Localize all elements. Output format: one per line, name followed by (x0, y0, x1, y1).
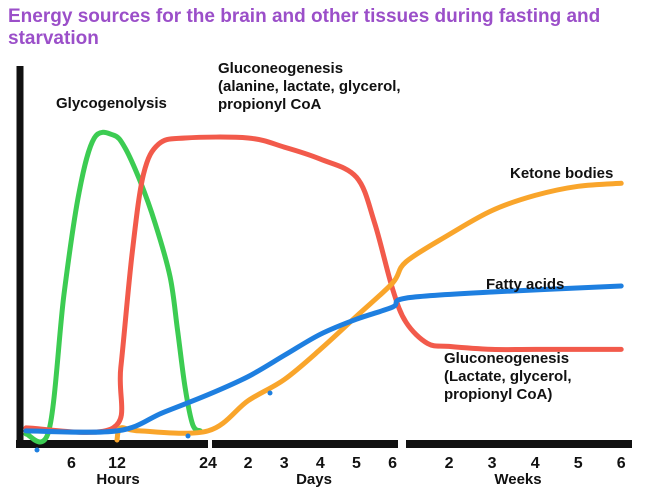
tick-label-days-3: 3 (280, 455, 289, 472)
tick-label-weeks-6: 6 (617, 455, 626, 472)
tick-label-days-5: 5 (352, 455, 361, 472)
series-line-glycogenolysis (23, 129, 203, 445)
tick-label-hours-12: 12 (108, 455, 126, 472)
axes-layer: 6 12 24 Hours 2 3 4 5 6 Days 2 3 4 5 6 Weeks (16, 66, 632, 488)
annotation-gluco2-line-3: propionyl CoA) (444, 386, 552, 403)
annotation-ketone-line-1: Ketone bodies (510, 165, 613, 182)
series-line-ketone-bodies (114, 180, 624, 443)
tick-label-hours-24: 24 (199, 455, 217, 472)
annotation-fatty-line-1: Fatty acids (486, 276, 564, 293)
marker-dot-fatty-acids-2 (185, 433, 191, 439)
tick-label-days-4: 4 (316, 455, 325, 472)
marker-dot-fatty-acids-1 (34, 447, 40, 453)
series-line-fatty-acids (23, 283, 624, 435)
annotation-glycogenolysis-line-1: Glycogenolysis (56, 95, 167, 112)
tick-label-hours-6: 6 (67, 455, 76, 472)
tick-label-days-2: 2 (244, 455, 253, 472)
marker-dot-fatty-acids-3 (267, 390, 273, 396)
annotation-gluco1-line-1: Gluconeogenesis (218, 60, 343, 77)
annotation-gluco1-line-3: propionyl CoA (218, 96, 321, 113)
axis-label-days: Days (296, 471, 332, 488)
tick-label-weeks-2: 2 (445, 455, 454, 472)
annotation-gluco2-line-1: Gluconeogenesis (444, 350, 569, 367)
chart-title-line-2: starvation (8, 28, 99, 49)
tick-label-weeks-3: 3 (488, 455, 497, 472)
series-line-gluconeogenesis (23, 134, 624, 435)
annotation-gluco1-line-2: (alanine, lactate, glycerol, (218, 78, 401, 95)
tick-label-days-6: 6 (388, 455, 397, 472)
annotation-gluco2-line-2: (Lactate, glycerol, (444, 368, 572, 385)
chart-title-line-1: Energy sources for the brain and other t… (8, 6, 600, 27)
series-layer (23, 129, 624, 453)
tick-label-weeks-4: 4 (531, 455, 540, 472)
axis-label-weeks: Weeks (494, 471, 541, 488)
tick-label-weeks-5: 5 (574, 455, 583, 472)
axis-label-hours: Hours (96, 471, 139, 488)
